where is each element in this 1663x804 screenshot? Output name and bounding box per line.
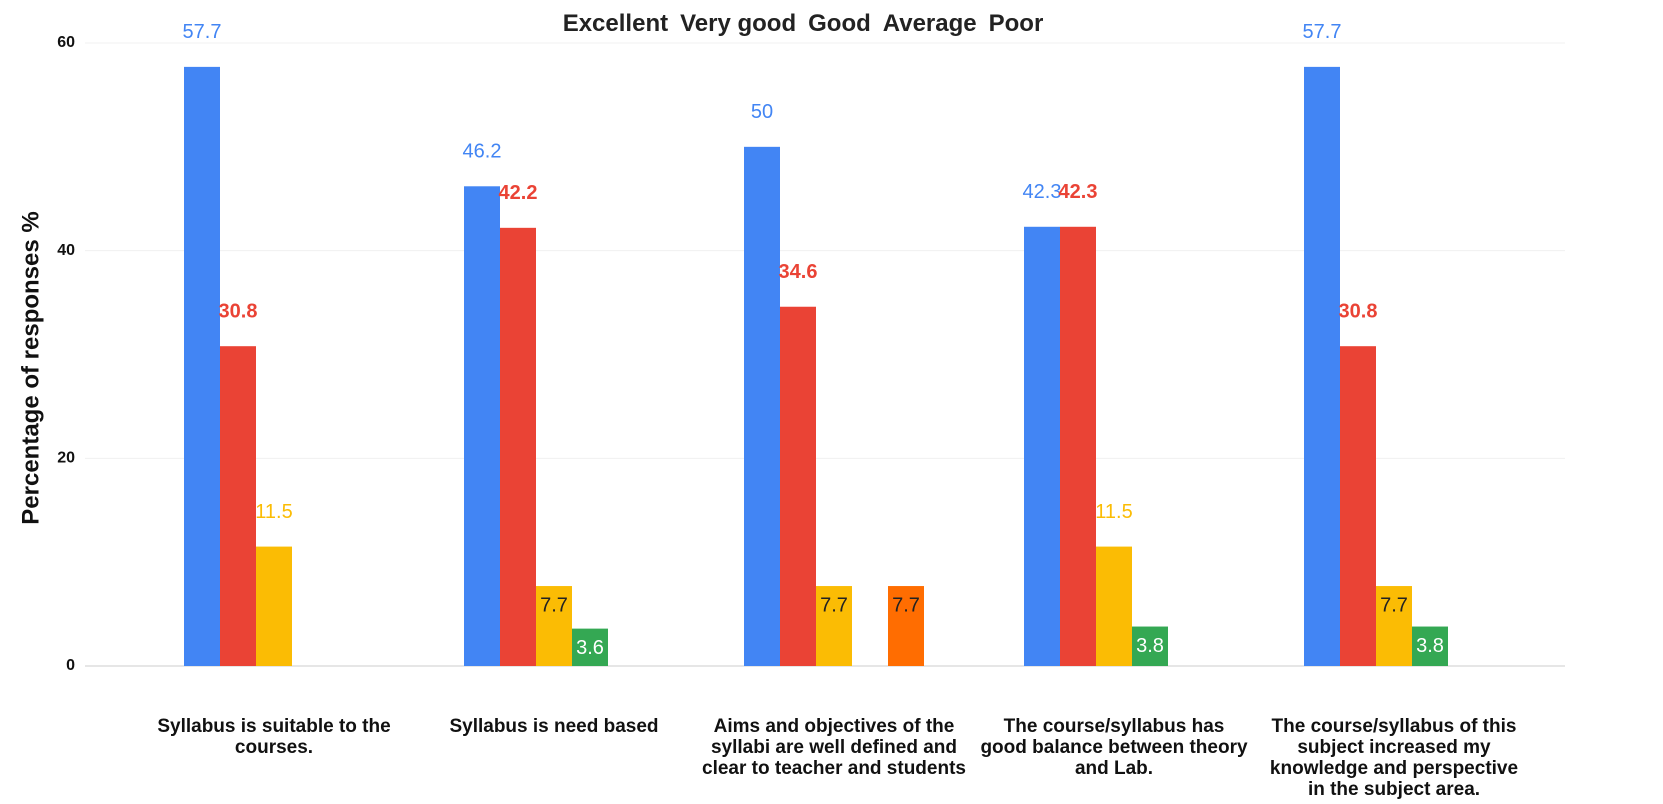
legend: Excellent Very good Good Average Poor <box>0 10 1606 38</box>
data-label: 3.6 <box>576 637 604 659</box>
bar <box>1412 626 1448 666</box>
data-label: 42.3 <box>1059 181 1098 203</box>
data-label: 42.2 <box>499 182 538 204</box>
data-label: 46.2 <box>463 141 502 163</box>
y-tick-label: 0 <box>66 657 75 674</box>
data-label: 57.7 <box>1303 21 1342 43</box>
y-tick-label: 20 <box>57 450 75 467</box>
bar <box>256 546 292 666</box>
bar <box>1096 546 1132 666</box>
y-axis-label: Percentage of responses % <box>17 211 44 524</box>
bar <box>1024 226 1060 666</box>
bar <box>500 227 536 666</box>
legend-entry: Very good <box>680 10 797 37</box>
legend-entry: Good <box>808 10 871 37</box>
legend-entry: Excellent <box>562 10 669 37</box>
x-tick-label: Aims and objectives of the syllabi are w… <box>702 716 966 779</box>
x-tick-label: The course/syllabus has good balance bet… <box>980 716 1248 779</box>
bar <box>1340 346 1376 666</box>
bar <box>888 586 924 666</box>
x-tick-label: The course/syllabus of this subject incr… <box>1269 716 1519 800</box>
data-label: 7.7 <box>820 594 848 616</box>
data-label: 30.8 <box>219 300 258 322</box>
bar <box>816 586 852 666</box>
data-label: 7.7 <box>540 594 568 616</box>
bar <box>780 306 816 666</box>
data-label: 30.8 <box>1339 300 1378 322</box>
data-label: 42.3 <box>1023 181 1062 203</box>
data-label: 3.8 <box>1416 635 1444 657</box>
bar <box>1060 226 1096 666</box>
bar <box>1376 586 1412 666</box>
data-label: 34.6 <box>779 261 818 283</box>
y-tick-label: 40 <box>57 242 75 259</box>
bar <box>744 146 780 667</box>
data-label: 11.5 <box>1095 501 1132 523</box>
bar <box>536 586 572 666</box>
legend-entry: Average <box>882 10 977 37</box>
bar <box>184 66 220 667</box>
x-tick-label: Syllabus is suitable to the courses. <box>157 716 391 758</box>
data-label: 7.7 <box>1380 594 1408 616</box>
bar <box>1132 626 1168 666</box>
legend-entry: Poor <box>988 10 1044 37</box>
data-label: 57.7 <box>183 21 222 43</box>
data-label: 11.5 <box>255 501 292 523</box>
y-tick-label: 60 <box>57 34 75 51</box>
data-label: 7.7 <box>892 594 920 616</box>
bar <box>220 346 256 666</box>
x-tick-label: Syllabus is need based <box>449 716 659 737</box>
bar <box>572 628 608 666</box>
data-label: 50 <box>751 101 773 123</box>
bar <box>1304 66 1340 667</box>
bar <box>464 186 500 667</box>
data-label: 3.8 <box>1136 635 1164 657</box>
